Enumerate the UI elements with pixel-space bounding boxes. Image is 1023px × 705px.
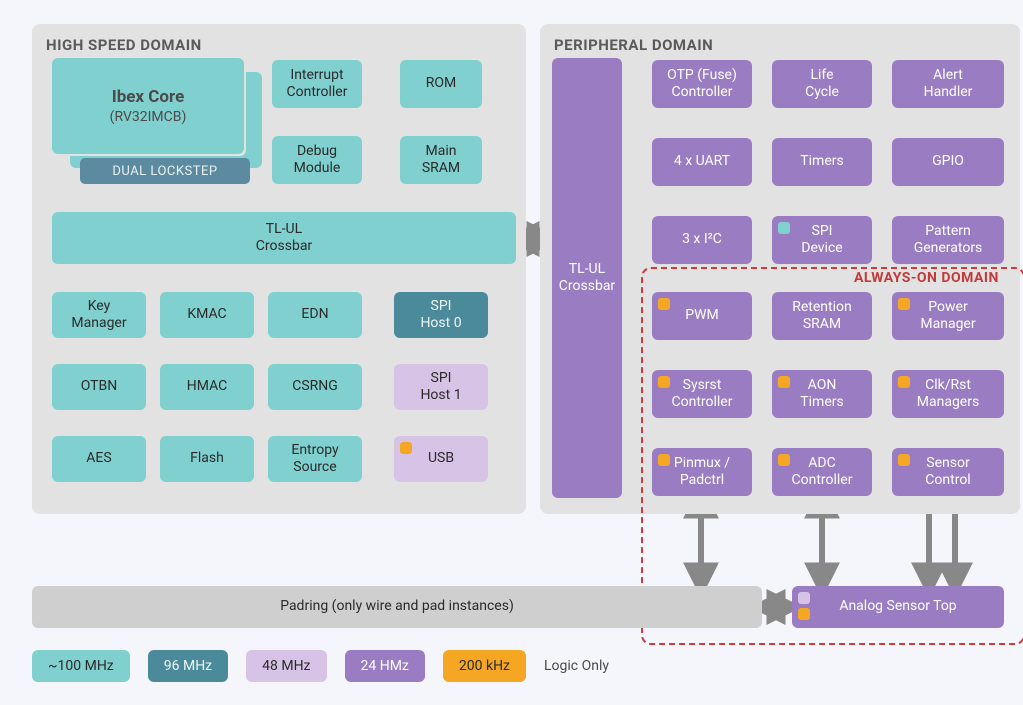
- pd-domain-title: PERIPHERAL DOMAIN: [554, 36, 1006, 54]
- hmac: HMAC: [160, 364, 254, 410]
- orange-badge-icon: [400, 442, 412, 454]
- legend-24mhz: 24 HMz: [345, 650, 425, 682]
- csrng: CSRNG: [268, 364, 362, 410]
- spi-device: SPIDevice: [772, 216, 872, 264]
- i2c: 3 x I²C: [652, 216, 752, 264]
- legend-96mhz: 96 MHz: [148, 650, 228, 682]
- life-cycle: LifeCycle: [772, 60, 872, 108]
- aon-title: ALWAYS-ON DOMAIN: [854, 270, 999, 286]
- otp-controller: OTP (Fuse)Controller: [652, 60, 752, 108]
- lilac-badge-icon: [798, 592, 810, 604]
- alert-handler: AlertHandler: [892, 60, 1004, 108]
- pattern-generators: PatternGenerators: [892, 216, 1004, 264]
- gpio: GPIO: [892, 138, 1004, 186]
- usb: USB: [394, 436, 488, 482]
- dual-lockstep-label: DUAL LOCKSTEP: [80, 158, 250, 184]
- hs-crossbar: TL-ULCrossbar: [52, 212, 516, 264]
- ibex-core-stack: Ibex Core (RV32IMCB) DUAL LOCKSTEP: [52, 58, 262, 186]
- uart: 4 x UART: [652, 138, 752, 186]
- legend: ~100 MHz 96 MHz 48 MHz 24 HMz 200 kHz Lo…: [32, 650, 609, 682]
- kmac: KMAC: [160, 292, 254, 338]
- legend-100mhz: ~100 MHz: [32, 650, 130, 682]
- edn: EDN: [268, 292, 362, 338]
- interrupt-controller: InterruptController: [272, 60, 362, 108]
- entropy-source: EntropySource: [268, 436, 362, 482]
- rom-block: ROM: [400, 60, 482, 108]
- diagram-canvas: HIGH SPEED DOMAIN Ibex Core (RV32IMCB) D…: [12, 12, 1023, 693]
- main-sram: MainSRAM: [400, 136, 482, 184]
- analog-sensor-top: Analog Sensor Top: [792, 586, 1004, 628]
- teal-badge-icon: [778, 222, 790, 234]
- padring: Padring (only wire and pad instances): [32, 586, 762, 628]
- key-manager: KeyManager: [52, 292, 146, 338]
- legend-48mhz: 48 MHz: [246, 650, 326, 682]
- ibex-core: Ibex Core (RV32IMCB): [52, 58, 244, 154]
- hs-domain-title: HIGH SPEED DOMAIN: [46, 36, 512, 54]
- legend-logic-only: Logic Only: [544, 658, 609, 674]
- otbn: OTBN: [52, 364, 146, 410]
- orange-badge-icon: [798, 608, 810, 620]
- aes: AES: [52, 436, 146, 482]
- spi-host-1: SPIHost 1: [394, 364, 488, 410]
- debug-module: DebugModule: [272, 136, 362, 184]
- legend-200khz: 200 kHz: [443, 650, 526, 682]
- spi-host-0: SPIHost 0: [394, 292, 488, 338]
- flash: Flash: [160, 436, 254, 482]
- timers: Timers: [772, 138, 872, 186]
- pd-crossbar: TL-ULCrossbar: [552, 58, 622, 498]
